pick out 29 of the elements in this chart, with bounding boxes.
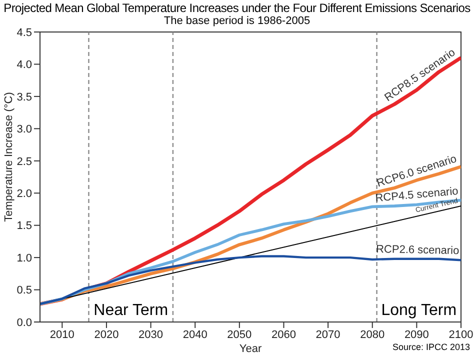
y-tick-label: 1.0	[16, 252, 32, 264]
y-tick-label: 3.0	[16, 124, 32, 136]
x-tick-label: 2090	[404, 328, 429, 341]
y-tick-label: 4.5	[16, 26, 32, 39]
x-tick-label: 2060	[271, 328, 296, 341]
y-tick-label: 0.0	[16, 316, 32, 329]
x-axis-title: Year	[239, 343, 262, 355]
line-series	[40, 255, 461, 306]
y-axis-title: Temperature Increase (°C)	[2, 92, 15, 222]
chart-title: Projected Mean Global Temperature Increases under the Four Different Emissions Scenarios	[2, 1, 472, 15]
chart-subtitle: The base period is 1986-2005	[162, 15, 312, 27]
x-tick-label: 2080	[360, 328, 385, 341]
x-tick-label: 2070	[316, 328, 340, 341]
x-tick-label: 2030	[138, 328, 164, 341]
series-label: RCP2.6 scenario	[376, 243, 460, 258]
y-tick-label: 2.5	[16, 156, 32, 168]
x-tick-label: 2010	[50, 328, 74, 341]
source-note: Source: IPCC 2013	[392, 342, 470, 352]
y-tick-label: 4.0	[16, 59, 32, 72]
y-tick-label: 2.0	[16, 188, 32, 200]
x-tick-label: 2020	[94, 328, 119, 341]
x-tick-label: 2050	[227, 328, 252, 341]
y-tick-label: 0.5	[16, 284, 32, 297]
annotation: Long Term	[380, 302, 458, 320]
y-tick-label: 1.5	[16, 220, 32, 232]
y-tick-label: 3.5	[16, 91, 32, 104]
x-tick-label: 2040	[182, 328, 208, 341]
annotation: Near Term	[92, 302, 170, 320]
x-tick-label: 2100	[448, 328, 474, 341]
